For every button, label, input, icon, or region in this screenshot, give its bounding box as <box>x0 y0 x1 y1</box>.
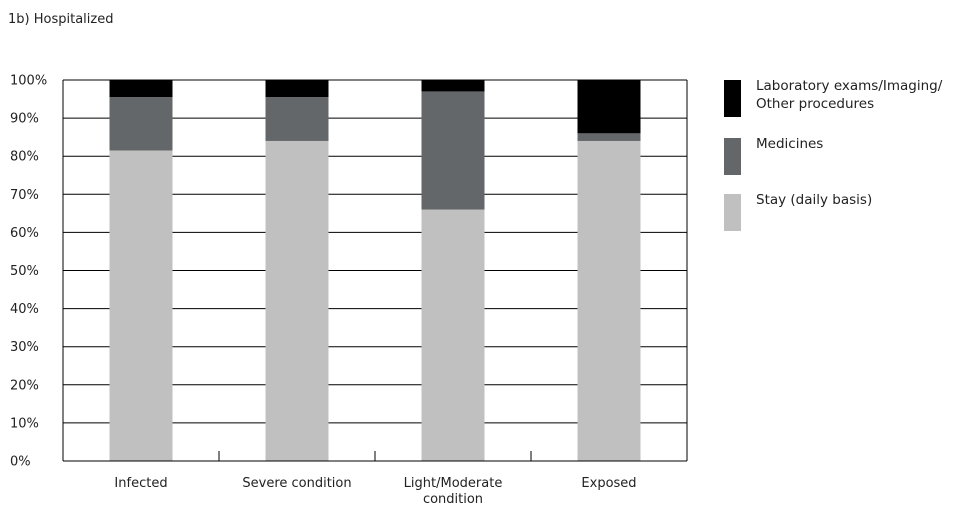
legend-swatch <box>724 138 741 175</box>
x-tick-label: Exposed <box>581 476 636 491</box>
bar-segment <box>421 209 485 461</box>
x-tick-label: Infected <box>114 476 167 491</box>
bar-segment <box>265 80 329 98</box>
y-tick-label: 80% <box>10 150 39 165</box>
axes <box>62 80 688 462</box>
y-tick-labels: 0% 10% 20% 30% 40% 50% 60% 70% 80% 90% 100% <box>10 74 47 470</box>
y-tick-label: 100% <box>10 74 47 89</box>
y-tick-label: 30% <box>10 340 39 355</box>
y-tick-label: 20% <box>10 378 39 393</box>
legend-label: Stay (daily basis) <box>756 192 872 208</box>
y-tick-label: 10% <box>10 416 39 431</box>
bar-segment <box>109 150 173 462</box>
y-tick-label: 40% <box>10 302 39 317</box>
legend: Laboratory exams/Imaging/Other procedure… <box>724 78 943 231</box>
bar-segment <box>109 97 173 151</box>
bar-segment <box>577 133 641 141</box>
chart-title: 1b) Hospitalized <box>8 12 114 27</box>
legend-swatch <box>724 194 741 231</box>
y-tick-label: 60% <box>10 226 39 241</box>
bar-segment <box>265 97 329 141</box>
legend-swatch <box>724 80 741 117</box>
bar-segment <box>109 80 173 98</box>
bar-segment <box>421 80 485 92</box>
legend-label: Medicines <box>756 136 823 152</box>
y-tick-label: 90% <box>10 112 39 127</box>
bars <box>109 80 641 462</box>
y-tick-label: 50% <box>10 264 39 279</box>
x-tick-label: Severe condition <box>242 476 351 491</box>
bar-segment <box>265 140 329 461</box>
bar-segment <box>421 91 485 210</box>
bar-segment <box>577 140 641 461</box>
x-tick-labels: Infected Severe condition Light/Moderate co… <box>114 476 636 507</box>
y-tick-label: 0% <box>10 455 31 470</box>
legend-label: Laboratory exams/Imaging/Other procedure… <box>756 78 943 112</box>
bar-segment <box>577 80 641 134</box>
x-tick-label: Light/Moderate condition <box>404 476 503 507</box>
y-tick-label: 70% <box>10 188 39 203</box>
